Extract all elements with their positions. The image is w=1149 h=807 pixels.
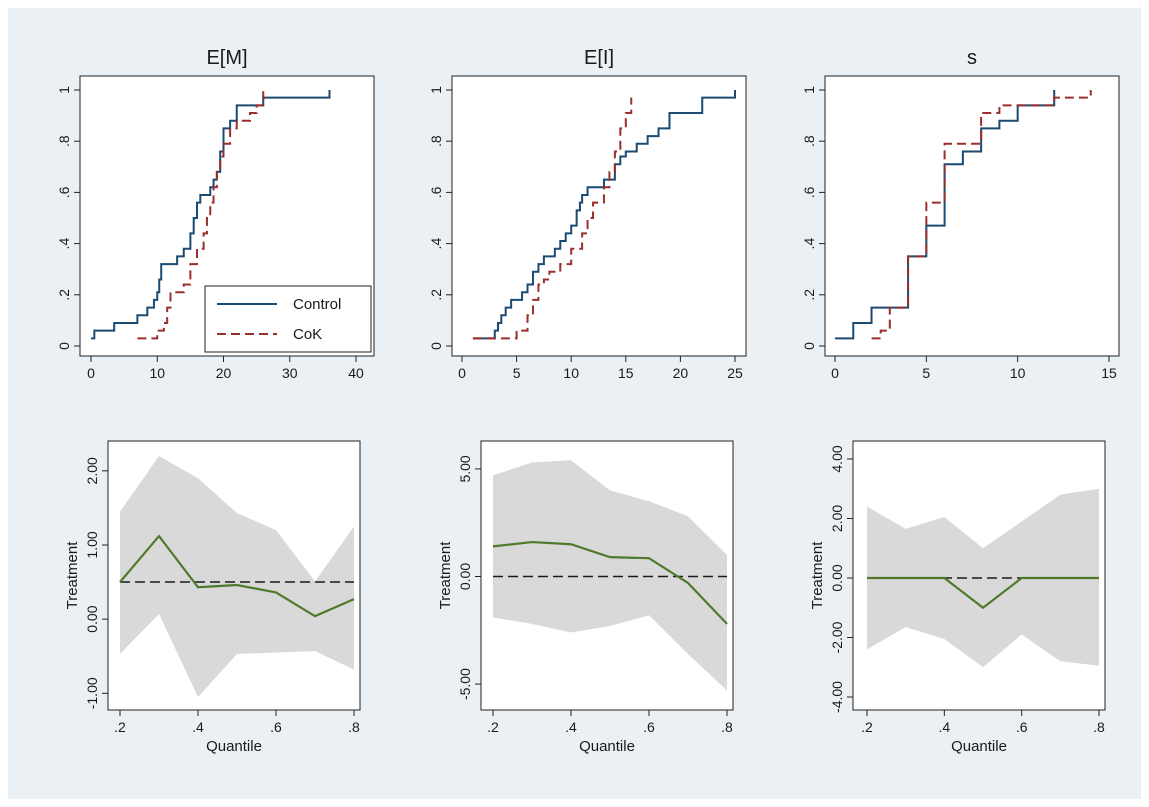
x-tick-label: .6 [643, 719, 655, 735]
treatment-estimate-line [867, 576, 1099, 610]
y-tick-label: 0 [428, 342, 444, 350]
x-axis-label: Quantile [579, 738, 635, 755]
x-tick-label: .6 [1016, 719, 1028, 735]
panel-4: .2 .4 .6 .8 -1.00 0.00 1.00 2.00 Quantile Treatme… [64, 440, 361, 755]
series-control-line [472, 90, 736, 340]
x-tick-label: 10 [1010, 365, 1026, 381]
x-tick-label: 5 [922, 365, 930, 381]
legend: Control CoK [204, 285, 372, 353]
y-tick-label: .8 [801, 135, 817, 147]
panel-title: E[I] [584, 47, 614, 69]
legend-box [204, 285, 372, 353]
confidence-band [120, 456, 354, 697]
y-tick-label: .8 [428, 135, 444, 147]
panel-2: 0 5 10 15 20 25 0 .2 .4 .6 .8 1 E[I] [428, 47, 747, 381]
x-tick-label: 20 [673, 365, 689, 381]
y-tick-label: .6 [801, 186, 817, 198]
x-tick-label: 0 [458, 365, 466, 381]
plot-area [824, 75, 1120, 357]
panel-3: 0 5 10 15 0 .2 .4 .6 .8 1 s [801, 47, 1120, 381]
x-tick-label: .2 [114, 719, 126, 735]
panel-5: .2 .4 .6 .8 -5.00 0.00 5.00 Quantile Treatment [437, 440, 734, 755]
x-tick-label: .8 [348, 719, 360, 735]
y-axis-label: Treatment [64, 541, 81, 610]
y-tick-label: .2 [801, 289, 817, 301]
x-tick-label: .6 [270, 719, 282, 735]
plot-area [451, 75, 747, 357]
panel-title: s [967, 47, 977, 69]
treatment-estimate-line [119, 534, 355, 618]
panel-6: .2 .4 .6 .8 -4.00 -2.00 0.00 2.00 4.00 Quantile Tr… [809, 440, 1106, 755]
x-tick-label: 10 [563, 365, 579, 381]
y-tick-label: 2.00 [829, 505, 845, 532]
x-tick-label: 30 [282, 365, 298, 381]
x-tick-label: 20 [216, 365, 232, 381]
x-axis-label: Quantile [951, 738, 1007, 755]
y-tick-label: .4 [428, 238, 444, 250]
x-tick-label: .8 [721, 719, 733, 735]
x-tick-label: .4 [938, 719, 950, 735]
x-tick-label: 40 [348, 365, 364, 381]
series-cok-line [871, 90, 1092, 340]
y-tick-label: .2 [56, 289, 72, 301]
y-tick-label: -2.00 [829, 621, 845, 653]
confidence-band [493, 460, 727, 691]
legend-label-cok: CoK [293, 326, 322, 343]
x-tick-label: .2 [487, 719, 499, 735]
y-tick-label: 1 [428, 86, 444, 94]
y-axis-label: Treatment [437, 541, 454, 610]
y-tick-label: 0.00 [829, 564, 845, 591]
y-tick-label: 1.00 [84, 531, 100, 558]
y-tick-label: .6 [428, 186, 444, 198]
x-tick-label: 0 [87, 365, 95, 381]
x-tick-label: 0 [831, 365, 839, 381]
y-tick-label: 4.00 [829, 445, 845, 472]
y-axis-label: Treatment [809, 541, 826, 610]
series-control-line [91, 90, 331, 340]
y-tick-label: -1.00 [84, 677, 100, 709]
y-tick-label: 0.00 [457, 563, 473, 590]
y-tick-label: .8 [56, 135, 72, 147]
y-tick-label: .6 [56, 186, 72, 198]
series-control-line [835, 90, 1056, 340]
series-cok-line [137, 90, 265, 340]
x-tick-label: 15 [1101, 365, 1117, 381]
y-tick-label: 1 [801, 86, 817, 94]
y-tick-label: 2.00 [84, 457, 100, 484]
x-tick-label: .4 [192, 719, 204, 735]
x-tick-label: .2 [861, 719, 873, 735]
y-tick-label: 0 [801, 342, 817, 350]
treatment-estimate-line [492, 540, 728, 625]
y-tick-label: -4.00 [829, 681, 845, 713]
panel-1: 0 10 20 30 40 0 .2 .4 .6 .8 1 E[M] Control CoK [56, 47, 375, 381]
y-tick-label: 5.00 [457, 455, 473, 482]
x-tick-label: 5 [513, 365, 521, 381]
y-tick-label: 0 [56, 342, 72, 350]
y-tick-label: .4 [801, 238, 817, 250]
series-cok-line [472, 97, 633, 340]
x-axis-label: Quantile [206, 738, 262, 755]
confidence-band [867, 488, 1099, 668]
x-tick-label: .8 [1093, 719, 1105, 735]
x-tick-label: 15 [618, 365, 634, 381]
x-tick-label: .4 [565, 719, 577, 735]
x-tick-label: 10 [149, 365, 165, 381]
y-tick-label: 0.00 [84, 605, 100, 632]
panel-title: E[M] [206, 47, 247, 69]
y-tick-label: -5.00 [457, 668, 473, 700]
y-tick-label: 1 [56, 86, 72, 94]
legend-label-control: Control [293, 296, 341, 313]
x-tick-label: 25 [727, 365, 743, 381]
y-tick-label: .2 [428, 289, 444, 301]
y-tick-label: .4 [56, 238, 72, 250]
